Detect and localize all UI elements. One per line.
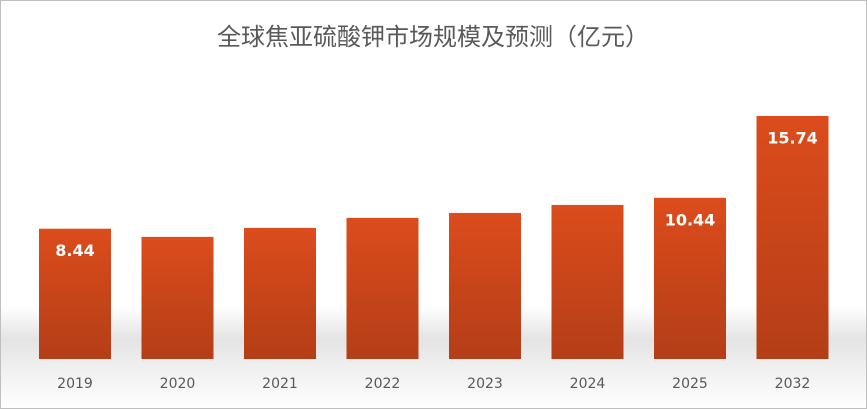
data-label: 8.44 [55, 241, 94, 260]
x-tick-label: 2023 [467, 376, 503, 392]
x-tick-label: 2020 [160, 376, 196, 392]
data-label: 15.74 [767, 129, 818, 148]
x-tick-label: 2022 [365, 376, 401, 392]
bar [449, 212, 521, 359]
data-label: 10.44 [665, 210, 716, 229]
x-tick-label: 2021 [262, 376, 298, 392]
bar [756, 116, 829, 359]
x-tick-label: 2025 [672, 376, 708, 392]
x-tick-label: 2032 [775, 376, 811, 392]
bar [141, 236, 214, 359]
bar [244, 227, 316, 359]
bar [654, 197, 726, 359]
chart-title: 全球焦亚硫酸钾市场规模及预测（亿元） [217, 23, 649, 51]
bar [551, 204, 624, 359]
bar [346, 217, 419, 359]
bar [39, 228, 111, 359]
x-tick-label: 2019 [57, 376, 93, 392]
x-tick-label: 2024 [570, 376, 606, 392]
